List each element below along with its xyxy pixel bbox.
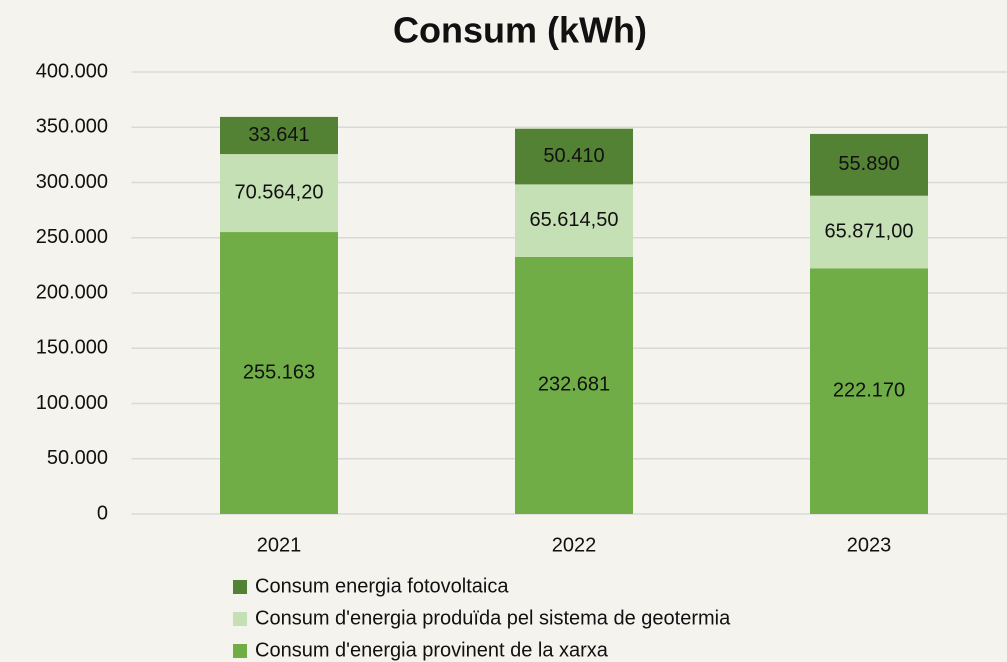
x-tick-label: 2023: [847, 534, 892, 556]
chart-title: Consum (kWh): [393, 10, 647, 51]
y-tick-label: 400.000: [36, 60, 108, 82]
bar-segment: [220, 154, 338, 233]
y-tick-label: 200.000: [36, 281, 108, 303]
x-tick-label: 2022: [552, 534, 597, 556]
data-label: 70.564,20: [235, 181, 324, 203]
data-label: 55.890: [838, 153, 899, 175]
y-tick-label: 100.000: [36, 392, 108, 414]
bar-segment: [515, 128, 633, 185]
legend-label: Consum d'energia produïda pel sistema de…: [255, 607, 731, 629]
data-label: 50.410: [543, 145, 604, 167]
data-label: 33.641: [248, 124, 309, 146]
bar-segment: [810, 268, 928, 514]
data-label: 255.163: [243, 361, 315, 383]
bar-segment: [515, 256, 633, 514]
y-tick-label: 0: [97, 502, 108, 524]
data-label: 65.614,50: [530, 209, 619, 231]
legend-label: Consum energia fotovoltaica: [255, 575, 509, 597]
bar-segment: [515, 184, 633, 257]
x-tick-label: 2021: [257, 534, 302, 556]
legend-label: Consum d'energia provinent de la xarxa: [255, 639, 609, 661]
legend-swatch: [233, 612, 247, 626]
y-tick-label: 50.000: [47, 447, 108, 469]
y-tick-label: 300.000: [36, 171, 108, 193]
bar-segment: [810, 133, 928, 196]
y-tick-label: 250.000: [36, 226, 108, 248]
data-label: 222.170: [833, 380, 905, 402]
bar-segment: [810, 195, 928, 269]
data-label: 65.871,00: [825, 220, 914, 242]
y-tick-label: 150.000: [36, 337, 108, 359]
data-label: 232.681: [538, 374, 610, 396]
legend-swatch: [233, 580, 247, 594]
legend-swatch: [233, 644, 247, 658]
y-tick-label: 350.000: [36, 116, 108, 138]
bar-segment: [220, 232, 338, 514]
bar-segment: [220, 116, 338, 155]
